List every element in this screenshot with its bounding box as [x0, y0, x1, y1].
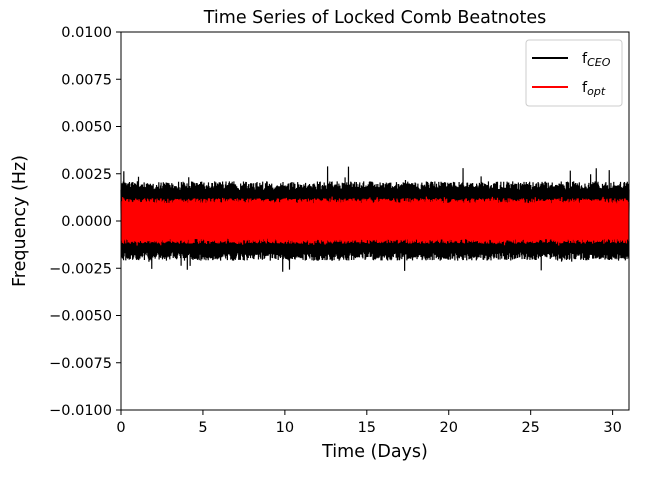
y-tick-label: 0.0025	[61, 167, 112, 183]
legend-label-fopt-sub: opt	[587, 85, 606, 98]
y-tick-label: −0.0100	[49, 403, 112, 419]
legend-label-fceo: fCEO	[582, 51, 611, 69]
y-tick-label: 0.0100	[61, 25, 112, 41]
legend-entry-fopt: fopt	[532, 80, 606, 98]
x-axis: 0 5 10 15 20 25 30	[116, 410, 622, 436]
x-tick-label: 5	[198, 420, 207, 436]
legend-frame	[525, 39, 623, 107]
series-line-f-ceo	[120, 166, 630, 272]
y-tick-label: 0.0075	[61, 72, 112, 88]
series-layer	[120, 166, 630, 272]
legend-label-fopt: fopt	[582, 80, 606, 98]
x-tick-label: 0	[116, 420, 125, 436]
y-tick-label: 0.0000	[61, 214, 112, 230]
x-tick-label: 10	[276, 420, 294, 436]
y-axis-label: Frequency (Hz)	[10, 155, 30, 287]
y-axis: 0.0100 0.0075 0.0050 0.0025 0.0000 −0.0025 −0.…	[49, 25, 121, 419]
chart-title: Time Series of Locked Comb Beatnotes	[203, 8, 546, 28]
series-line-f-opt	[120, 196, 630, 246]
legend-entry-fceo: fCEO	[532, 51, 611, 69]
x-tick-label: 30	[603, 420, 621, 436]
y-tick-label: −0.0050	[49, 309, 112, 325]
legend: fCEO fopt	[525, 39, 623, 107]
legend-label-fopt-base: f	[582, 80, 588, 96]
x-tick-label: 15	[358, 420, 376, 436]
legend-label-fceo-base: f	[582, 51, 588, 67]
y-tick-label: −0.0075	[49, 356, 112, 372]
x-tick-label: 25	[521, 420, 539, 436]
x-axis-label: Time (Days)	[321, 442, 428, 462]
y-tick-label: −0.0025	[49, 261, 112, 277]
legend-label-fceo-sub: CEO	[587, 56, 611, 69]
y-tick-label: 0.0050	[61, 120, 112, 136]
x-tick-label: 20	[440, 420, 458, 436]
